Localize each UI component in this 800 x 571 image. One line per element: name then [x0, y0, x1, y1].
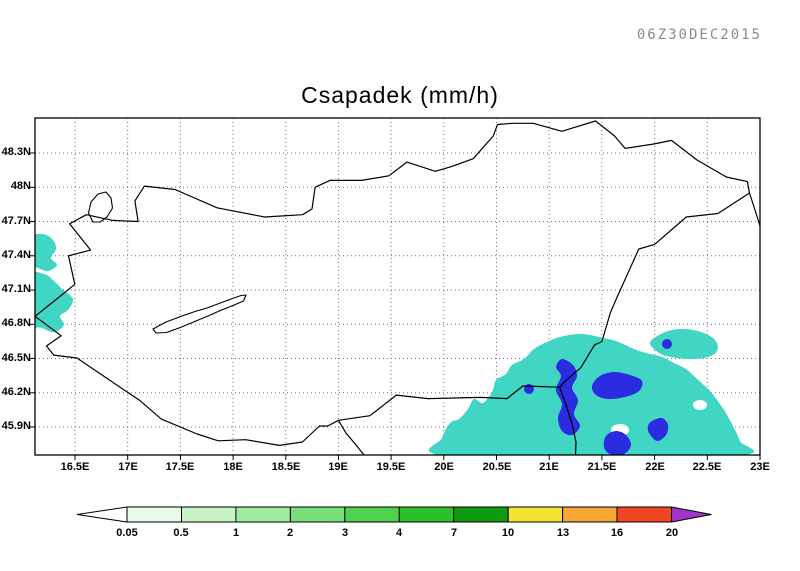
y-tick-label: 46.8N: [1, 317, 31, 329]
colorbar-tick-label: 3: [341, 527, 349, 539]
colorbar-segment: [562, 506, 618, 523]
neighbor-border-serbia-romania: [559, 386, 577, 456]
precip-light-area-west-upper: [35, 233, 58, 272]
colorbar-segment: [453, 506, 509, 523]
colorbar-segment: [235, 506, 291, 523]
x-tick-label: 18.5E: [271, 461, 301, 473]
colorbar-tick-label: 20: [665, 527, 679, 539]
colorbar-tick-label: 4: [395, 527, 403, 539]
colorbar-tick-label: 1: [232, 527, 240, 539]
y-tick-label: 47.1N: [1, 283, 31, 295]
colorbar: [76, 506, 712, 523]
lake-balaton: [152, 294, 247, 334]
plot-title: Csapadek (mm/h): [301, 82, 499, 108]
precip-heavy-core: [591, 371, 643, 400]
colorbar-tick-label: 7: [450, 527, 458, 539]
colorbar-segment: [126, 506, 182, 523]
y-tick-label: 45.9N: [1, 420, 31, 432]
map-plot: [30, 117, 761, 460]
x-tick-label: 19E: [328, 461, 348, 473]
colorbar-segment: [616, 506, 672, 523]
precip-heavy-core: [647, 417, 669, 442]
colorbar-segment: [344, 506, 400, 523]
colorbar-tick-label: 0.05: [116, 527, 138, 539]
colorbar-segment: [181, 506, 237, 523]
precip-gap: [693, 400, 707, 410]
x-tick-label: 16.5E: [60, 461, 90, 473]
y-tick-label: 47.7N: [1, 215, 31, 227]
y-tick-label: 46.2N: [1, 386, 31, 398]
x-tick-label: 22.5E: [692, 461, 722, 473]
x-tick-label: 21E: [539, 461, 559, 473]
x-tick-label: 19.5E: [376, 461, 406, 473]
precip-light-area-west-lower: [35, 271, 74, 333]
y-tick-label: 47.4N: [1, 249, 31, 261]
x-tick-label: 17.5E: [165, 461, 195, 473]
colorbar-tick-label: 0.5: [173, 527, 189, 539]
y-tick-label: 48N: [10, 180, 31, 192]
x-tick-label: 20.5E: [482, 461, 512, 473]
precip-heavy-core: [603, 430, 632, 455]
colorbar-tick-label: 16: [610, 527, 624, 539]
neighbor-border-croatia-serbia: [337, 419, 365, 456]
precip-heavy-core: [555, 358, 581, 436]
x-tick-label: 22E: [645, 461, 665, 473]
lake-ferto: [87, 191, 114, 223]
colorbar-tick-label: 2: [286, 527, 294, 539]
precip-light-area-southeast: [428, 333, 754, 455]
x-tick-label: 23E: [750, 461, 770, 473]
colorbar-segment: [289, 506, 346, 523]
colorbar-segment: [398, 506, 455, 523]
colorbar-tick-label: 13: [556, 527, 570, 539]
x-tick-label: 21.5E: [587, 461, 617, 473]
colorbar-arrow-above-max: [671, 506, 712, 523]
colorbar-segment: [507, 506, 564, 523]
plot-frame: [34, 117, 761, 456]
y-tick-label: 46.5N: [1, 352, 31, 364]
precip-light-area-northeast-patch: [649, 328, 719, 360]
x-tick-label: 18E: [223, 461, 243, 473]
colorbar-tick-label: 10: [501, 527, 515, 539]
precip-heavy-core: [662, 339, 672, 349]
hungary-border: [34, 120, 751, 446]
colorbar-arrow-below-min: [76, 506, 128, 523]
neighbor-border-romania-ukraine: [748, 192, 761, 227]
y-tick-label: 48.3N: [1, 146, 31, 158]
x-tick-label: 20E: [434, 461, 454, 473]
model-run-timestamp: 06Z30DEC2015: [636, 27, 762, 43]
x-tick-label: 17E: [118, 461, 138, 473]
